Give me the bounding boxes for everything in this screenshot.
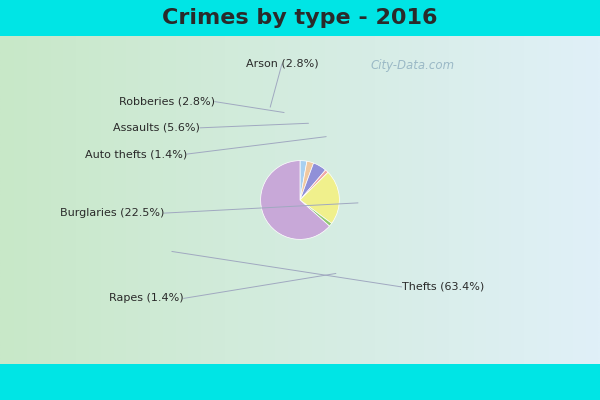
Wedge shape (300, 172, 340, 224)
Wedge shape (300, 163, 325, 200)
Text: Arson (2.8%): Arson (2.8%) (245, 59, 318, 69)
Text: Assaults (5.6%): Assaults (5.6%) (113, 123, 200, 133)
Text: Burglaries (22.5%): Burglaries (22.5%) (59, 208, 164, 218)
Text: Robberies (2.8%): Robberies (2.8%) (119, 96, 215, 106)
Text: Crimes by type - 2016: Crimes by type - 2016 (162, 8, 438, 28)
Text: City-Data.com: City-Data.com (370, 59, 454, 72)
Text: Thefts (63.4%): Thefts (63.4%) (401, 282, 484, 292)
Wedge shape (300, 200, 332, 226)
Text: Rapes (1.4%): Rapes (1.4%) (109, 294, 184, 303)
Wedge shape (300, 161, 314, 200)
Wedge shape (260, 161, 329, 239)
Wedge shape (300, 161, 307, 200)
Text: Auto thefts (1.4%): Auto thefts (1.4%) (85, 149, 187, 159)
Wedge shape (300, 170, 328, 200)
